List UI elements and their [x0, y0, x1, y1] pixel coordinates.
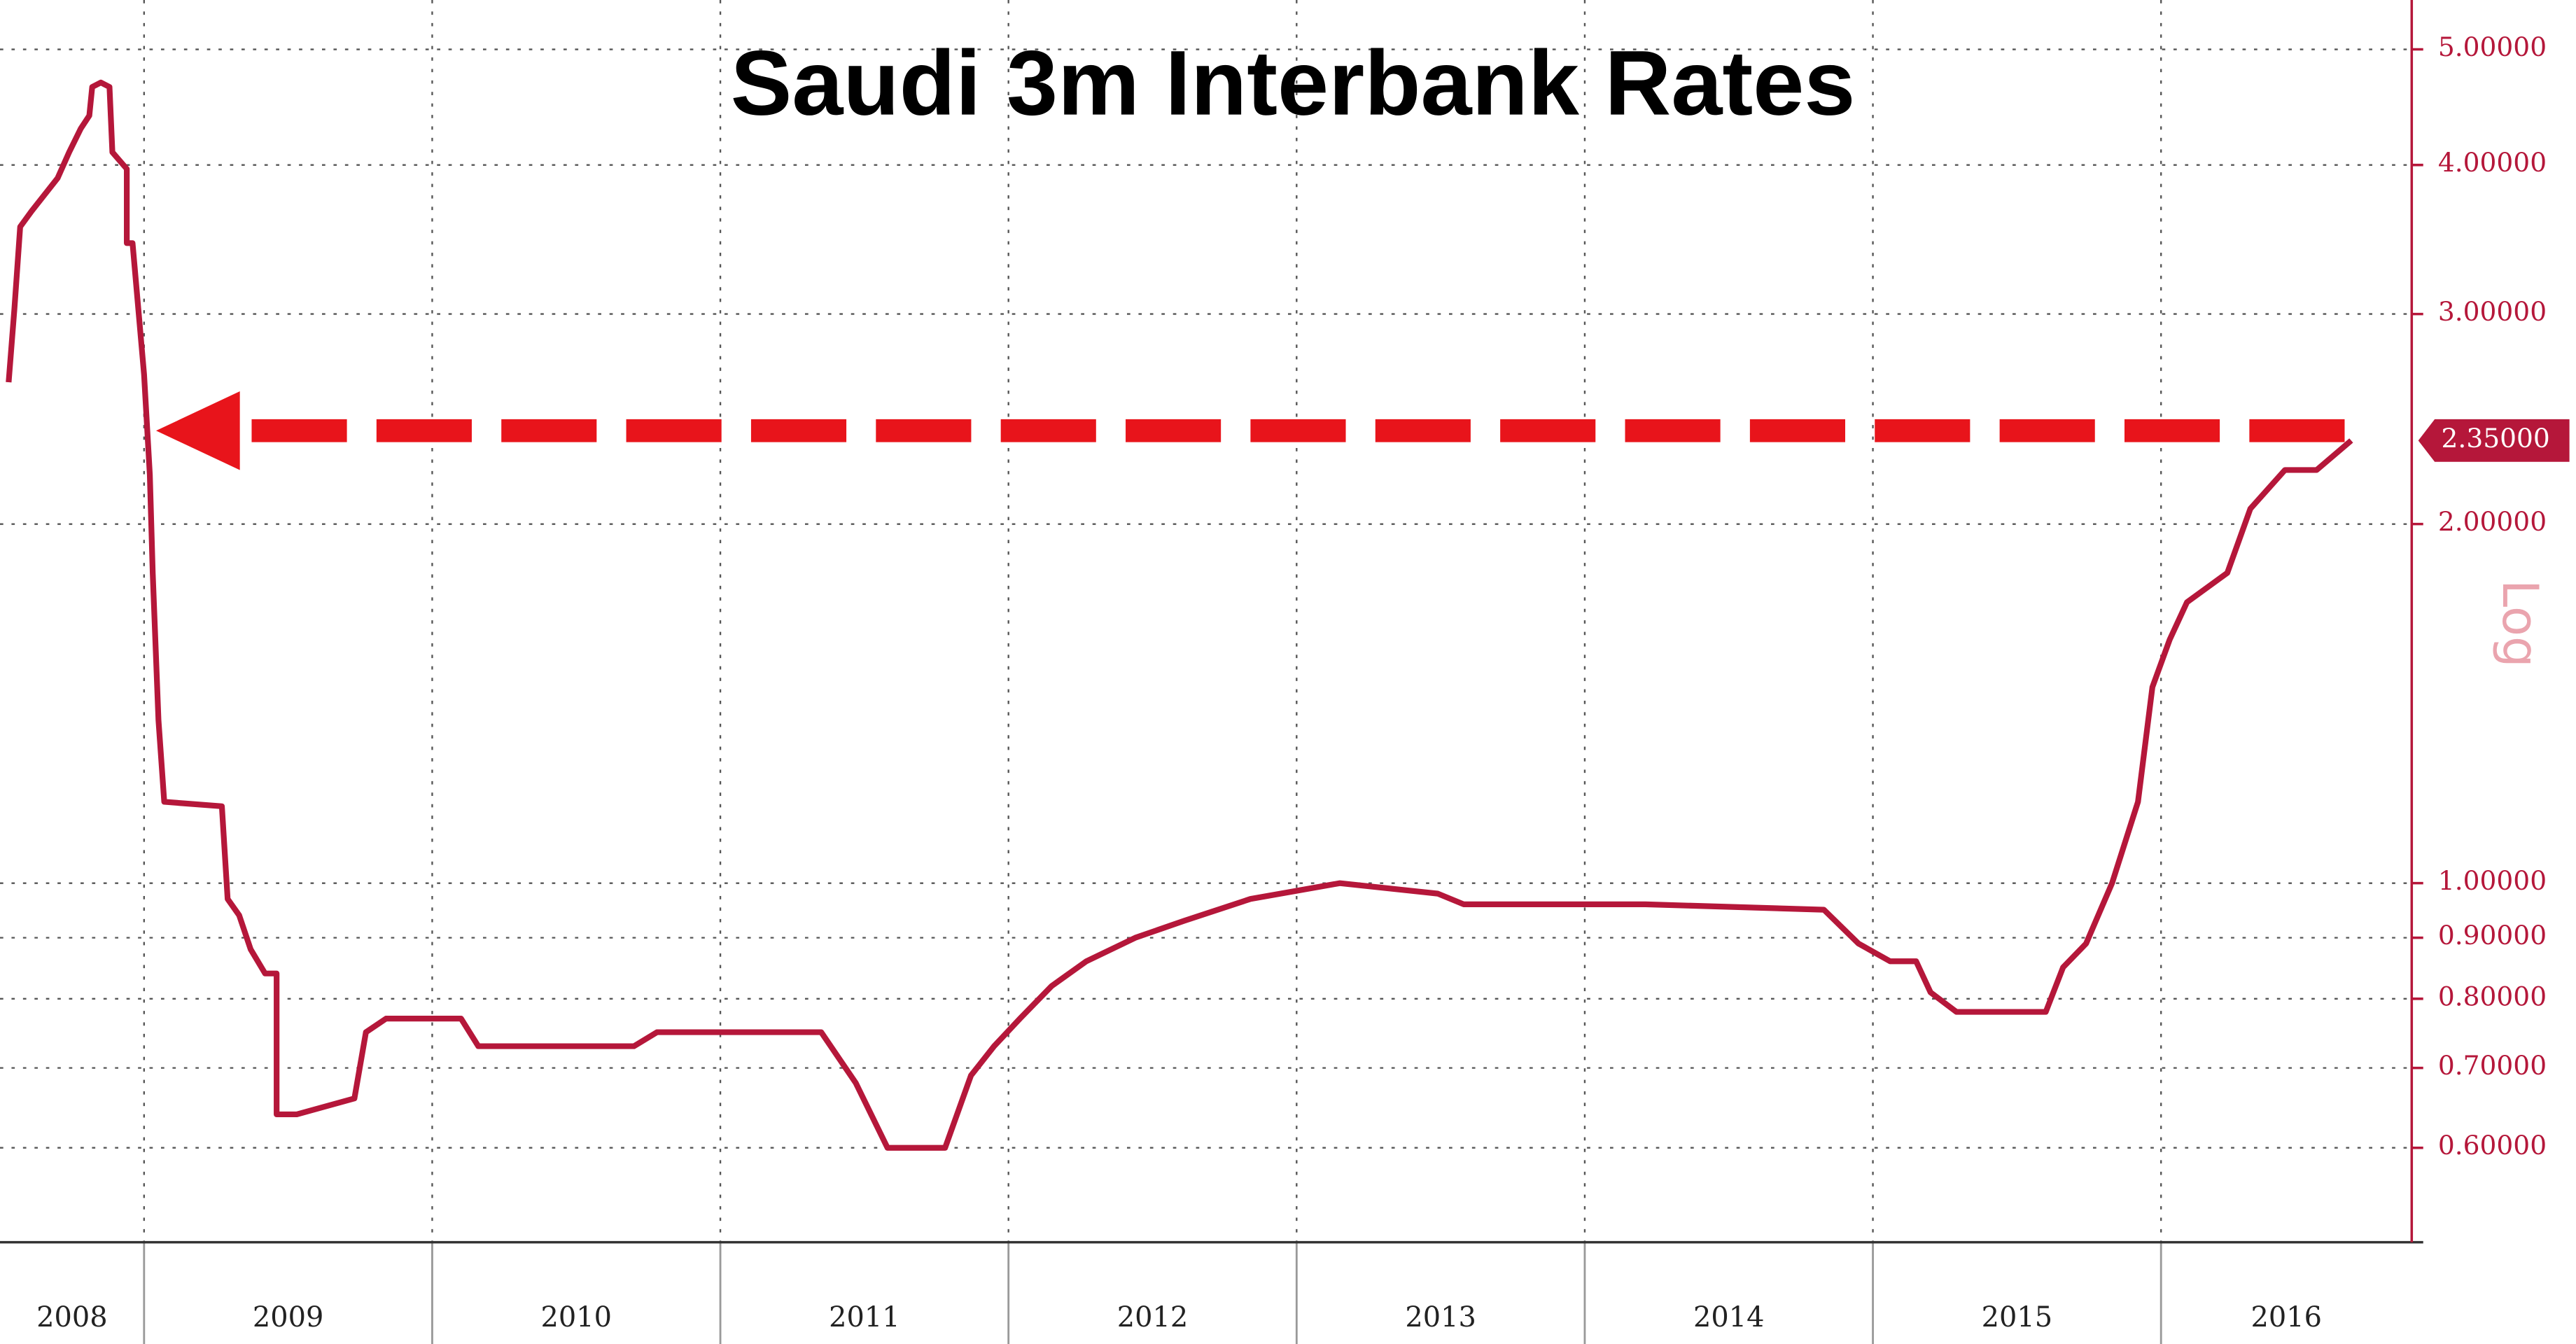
y-tick-label: 2.00000 — [2438, 506, 2547, 537]
y-tick-label: 0.70000 — [2438, 1050, 2547, 1081]
x-tick-label: 2016 — [2250, 1301, 2322, 1334]
y-tick-label: 0.60000 — [2438, 1130, 2547, 1161]
y-tick-label: 1.00000 — [2438, 865, 2547, 896]
y-tick-label: 4.00000 — [2438, 147, 2547, 178]
x-tick-label: 2011 — [829, 1301, 900, 1334]
x-tick-label: 2009 — [253, 1301, 324, 1334]
chart-title: Saudi 3m Interbank Rates — [731, 31, 1856, 134]
line-series — [6, 79, 2353, 1151]
value-label: 2.35000 — [2442, 423, 2550, 454]
value-box — [2418, 419, 2570, 462]
axis-label: Log — [2491, 580, 2549, 668]
x-tick-label: 2010 — [540, 1301, 612, 1334]
x-tick-label: 2014 — [1693, 1301, 1765, 1334]
grid — [0, 0, 2412, 1242]
arrow-head — [155, 391, 240, 470]
y-tick-label: 0.80000 — [2438, 981, 2547, 1011]
y-tick-label: 5.00000 — [2438, 31, 2547, 62]
x-tick-label: 2015 — [1982, 1301, 2053, 1334]
y-tick-label: 0.90000 — [2438, 920, 2547, 951]
x-tick-label: 2012 — [1117, 1301, 1189, 1334]
x-tick-label: 2008 — [36, 1301, 108, 1334]
y-tick-label: 3.00000 — [2438, 296, 2547, 327]
x-tick-label: 2013 — [1405, 1301, 1476, 1334]
plot — [6, 79, 2353, 1151]
